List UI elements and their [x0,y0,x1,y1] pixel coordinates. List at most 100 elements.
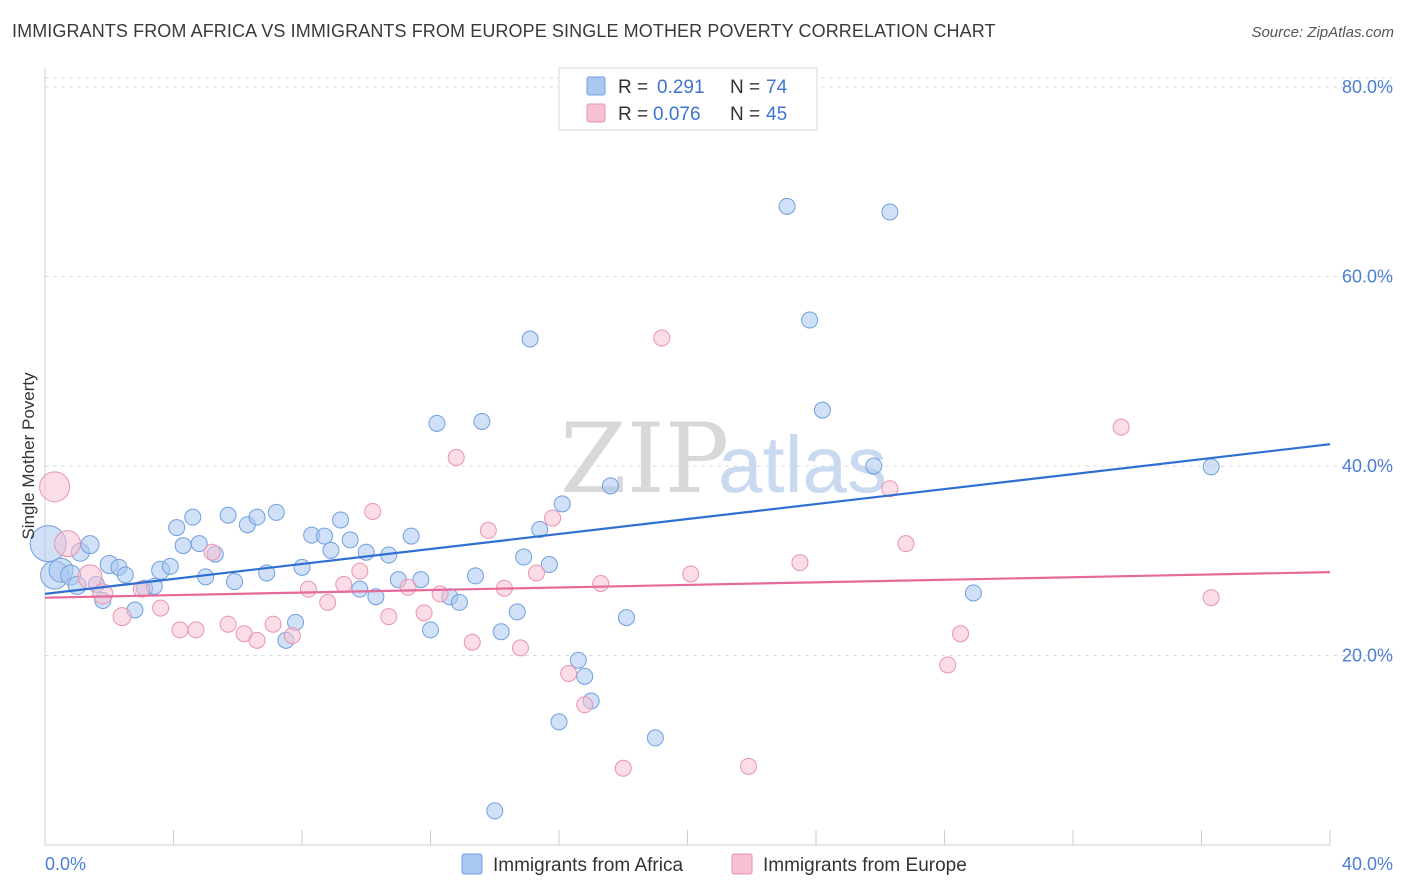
africa-point [601,477,619,495]
x-tick-label-max: 40.0% [1342,854,1393,874]
europe-point [952,625,970,643]
europe-point [152,599,170,617]
y-tick-labels: 20.0% 40.0% 60.0% 80.0% [1342,77,1393,666]
africa-point [248,508,266,526]
africa-point [367,588,385,606]
africa-point [422,621,439,639]
legend-africa-r-label: R = [618,77,648,98]
watermark-atlas: atlas [718,420,887,509]
europe-point [740,757,758,775]
africa-point [881,203,899,221]
y-tick-label-60: 60.0% [1342,266,1393,286]
europe-point [264,615,282,633]
africa-point [617,609,635,627]
europe-point [171,621,189,639]
africa-point [267,503,285,521]
africa-point [402,527,420,545]
europe-point [299,580,317,598]
africa-point [576,667,594,685]
africa-point [569,651,587,669]
europe-point [939,656,957,674]
europe-point [335,575,353,593]
africa-point [184,508,202,526]
africa-point [492,623,510,641]
africa-point [293,558,311,576]
europe-point [248,631,266,649]
africa-point [531,520,549,538]
africa-point [322,541,340,559]
europe-point [187,621,205,639]
bottom-legend-swatch-africa [461,853,483,875]
africa-point [486,802,504,820]
europe-point [897,535,915,553]
bottom-legend: Immigrants from Africa Immigrants from E… [461,853,967,876]
africa-point [646,729,664,747]
europe-point [528,564,546,582]
y-tick-label-20: 20.0% [1342,645,1393,665]
africa-point [226,573,244,591]
europe-point [1112,418,1130,436]
europe-point [614,759,632,777]
africa-point [168,519,186,537]
europe-point [682,565,700,583]
africa-point [515,548,533,566]
africa-point [174,537,192,555]
bottom-legend-europe-label: Immigrants from Europe [763,855,967,876]
africa-point [540,556,558,574]
legend: R = 0.291 N = 74 R = 0.076 N = 45 [558,67,818,131]
legend-swatch-europe [586,103,606,123]
africa-point [473,412,491,430]
europe-point [283,627,301,645]
legend-europe-r-label: R = [618,104,648,125]
europe-point [791,554,809,572]
europe-point [203,543,221,561]
europe-point [380,608,398,626]
bottom-legend-africa-label: Immigrants from Africa [493,855,683,876]
africa-point [801,311,819,329]
europe-point [319,593,337,611]
legend-europe-n-label: N = [730,104,760,125]
europe-trend-line [44,571,1331,599]
africa-point [428,414,446,432]
europe-point [112,607,132,627]
europe-point [479,521,497,539]
chart-title: IMMIGRANTS FROM AFRICA VS IMMIGRANTS FRO… [12,21,996,41]
africa-point [450,593,468,611]
europe-point [511,639,529,657]
grid-lines [45,77,1392,656]
europe-point [592,574,610,592]
africa-trend-line [44,443,1331,595]
europe-point [560,664,578,682]
africa-point [813,401,831,419]
y-tick-label-80: 80.0% [1342,77,1393,97]
europe-point [576,696,594,714]
bottom-legend-swatch-europe [731,853,753,875]
europe-point [399,578,417,596]
africa-point [1202,458,1220,476]
europe-point [53,530,81,558]
legend-africa-n-label: N = [730,77,760,98]
trend-lines [44,443,1331,599]
africa-point [190,535,208,553]
europe-point [653,329,671,347]
legend-swatch-africa [586,76,606,96]
x-tick-label-min: 0.0% [45,854,86,874]
europe-point [431,585,449,603]
europe-point [39,471,71,503]
legend-africa-n-value: 74 [766,77,788,98]
y-axis-label: Single Mother Poverty [19,372,38,540]
africa-point [466,567,484,585]
africa-point [80,535,100,555]
africa-point [550,713,568,731]
legend-europe-r-value: 0.076 [653,104,701,125]
africa-point [161,557,179,575]
europe-point [463,633,481,651]
africa-point [332,511,350,529]
africa-point [341,531,359,549]
europe-point [92,583,114,605]
europe-points [39,329,1220,777]
source-label: Source: ZipAtlas.com [1251,24,1394,41]
europe-point [544,509,562,527]
europe-point [219,615,237,633]
